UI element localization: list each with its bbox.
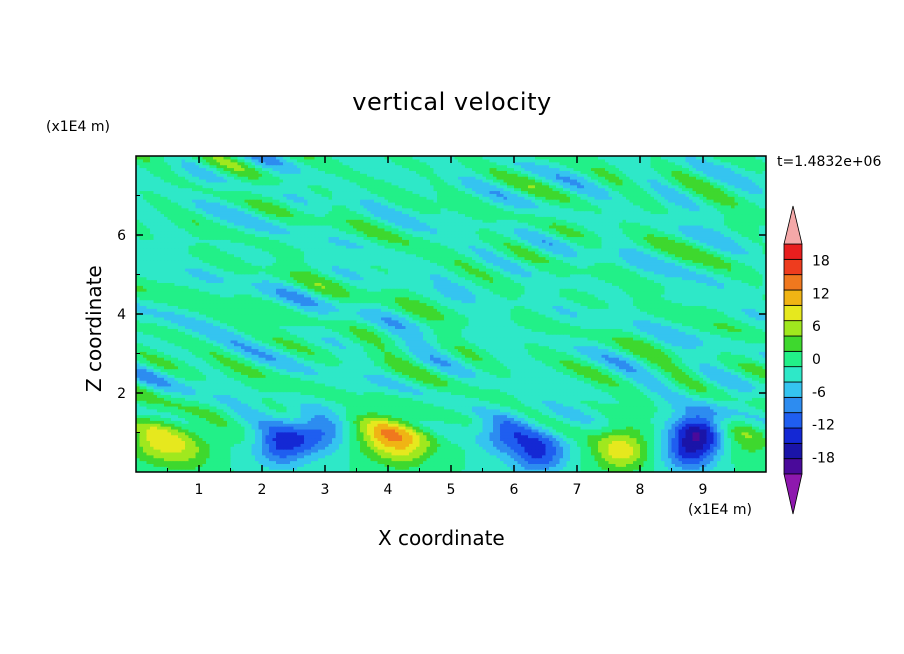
x-tick-label: 7 [573, 482, 582, 498]
y-axis-label: Z coordinate [82, 265, 106, 392]
colorbar-segment [784, 367, 802, 382]
x-tick-label: 3 [321, 482, 330, 498]
colorbar-tick-label: 0 [812, 352, 821, 368]
colorbar-segment [784, 321, 802, 336]
colorbar-segment [784, 428, 802, 443]
colorbar-under-triangle [784, 474, 802, 514]
colorbar-tick-label: 6 [812, 319, 821, 335]
z-unit-label: (x1E4 m) [46, 119, 110, 135]
colorbar-segment [784, 351, 802, 366]
x-axis-label: X coordinate [378, 526, 505, 550]
colorbar-tick-label: 18 [812, 253, 830, 269]
x-tick-label: 2 [258, 482, 267, 498]
colorbar-segment [784, 459, 802, 474]
colorbar-segment [784, 305, 802, 320]
colorbar: 18 12 6 0 -6 -12 -18 [784, 206, 835, 514]
contour-field [136, 156, 767, 473]
x-unit-label: (x1E4 m) [688, 502, 752, 518]
y-tick-label: 4 [117, 307, 126, 323]
colorbar-over-triangle [784, 206, 802, 244]
colorbar-segment [784, 397, 802, 412]
x-tick-label: 9 [699, 482, 708, 498]
colorbar-tick-label: -6 [812, 385, 826, 401]
x-tick-label: 5 [447, 482, 456, 498]
colorbar-segment [784, 244, 802, 259]
x-tick-label: 6 [510, 482, 519, 498]
y-tick-label: 2 [117, 386, 126, 402]
colorbar-segment [784, 413, 802, 428]
x-tick-label: 8 [636, 482, 645, 498]
colorbar-segment [784, 443, 802, 458]
time-label: t=1.4832e+06 [777, 154, 881, 170]
chart-title: vertical velocity [0, 88, 904, 116]
colorbar-tick-label: 12 [812, 286, 830, 302]
colorbar-segment [784, 259, 802, 274]
x-tick-label: 1 [195, 482, 204, 498]
y-tick-label: 6 [117, 228, 126, 244]
colorbar-segment [784, 382, 802, 397]
colorbar-tick-label: -12 [812, 418, 835, 434]
x-tick-label: 4 [384, 482, 393, 498]
colorbar-segment [784, 336, 802, 351]
colorbar-tick-label: -18 [812, 451, 835, 467]
colorbar-segment [784, 290, 802, 305]
colorbar-segment [784, 275, 802, 290]
